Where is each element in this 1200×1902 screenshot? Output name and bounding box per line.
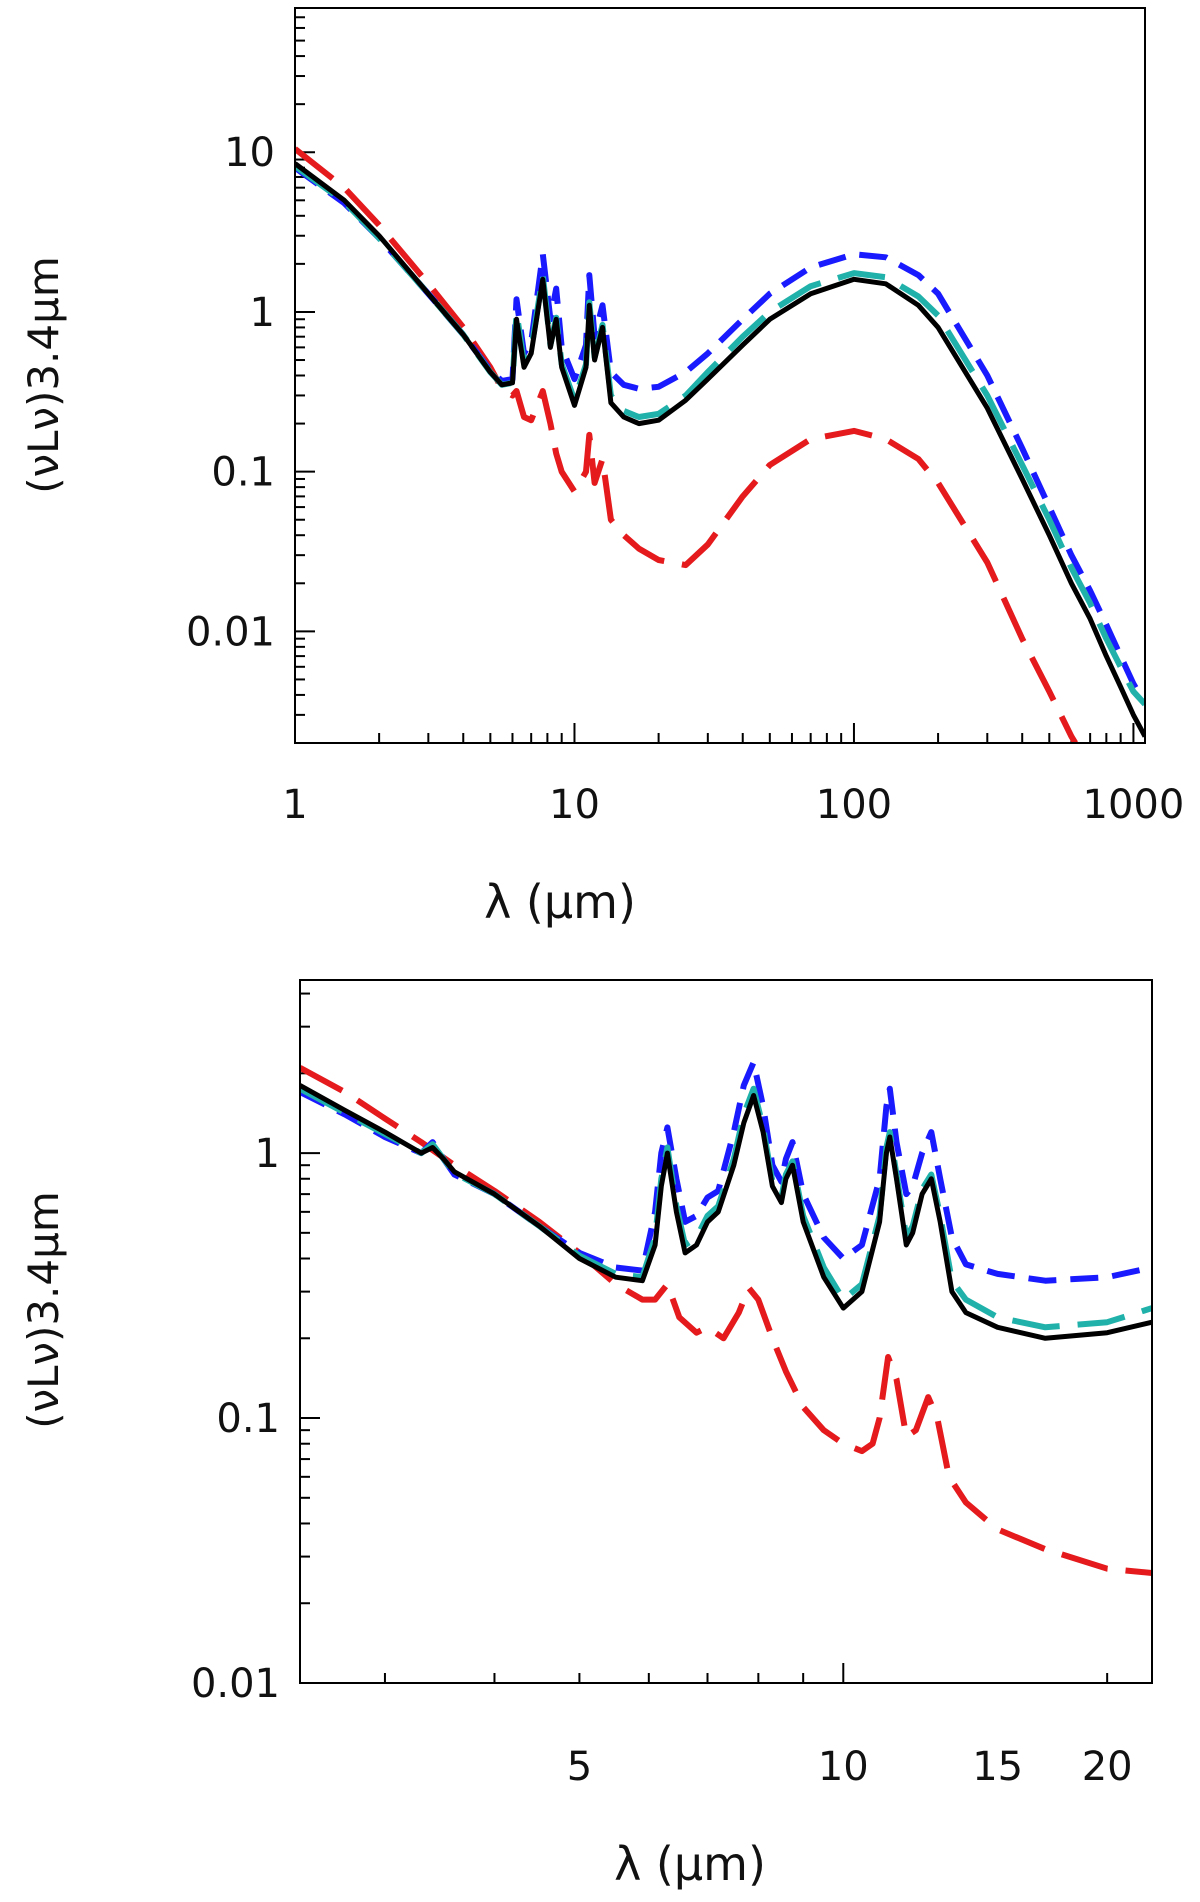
bottom-panel-y-axis-label: (νLν)3.4μm bbox=[19, 1191, 68, 1429]
bottom-panel-frame bbox=[299, 979, 1153, 1684]
bottom-panel-series bbox=[300, 1059, 1152, 1576]
top-panel-x-axis-label: λ (μm) bbox=[484, 875, 636, 929]
bottom-panel-ticks bbox=[300, 992, 1109, 1684]
x-tick-label: 1000 bbox=[1083, 782, 1185, 828]
y-tick-label: 1 bbox=[255, 1131, 280, 1177]
x-tick-label: 10 bbox=[549, 782, 600, 828]
top-panel-ticks bbox=[294, 7, 1135, 744]
bottom-panel-x-tick-labels: 5 10 15 20 bbox=[567, 1744, 1133, 1790]
bottom-panel-x-axis-label: λ (μm) bbox=[614, 1837, 766, 1891]
top-panel-series bbox=[295, 146, 1145, 743]
y-tick-label: 10 bbox=[224, 130, 275, 176]
x-tick-label: 1 bbox=[282, 782, 307, 828]
series-line-0 bbox=[300, 1083, 1152, 1341]
x-tick-label: 15 bbox=[972, 1744, 1023, 1790]
top-panel: 1 10 100 1000 0.01 0.1 1 10 λ (μm) (νLν)3.4μm bbox=[19, 7, 1184, 929]
top-panel-y-axis-label: (νLν)3.4μm bbox=[19, 256, 68, 494]
x-tick-label: 5 bbox=[567, 1744, 592, 1790]
y-tick-label: 0.1 bbox=[216, 1396, 280, 1442]
series-line-0 bbox=[295, 161, 1145, 738]
bottom-panel: 5 10 15 20 0.01 0.1 1 λ (μm) (νLν)3.4μm bbox=[19, 979, 1153, 1891]
top-panel-frame bbox=[294, 7, 1146, 744]
x-tick-label: 20 bbox=[1082, 1744, 1133, 1790]
y-tick-label: 0.1 bbox=[211, 450, 275, 496]
top-panel-y-tick-labels: 0.01 0.1 1 10 bbox=[186, 130, 275, 655]
series-line-2 bbox=[300, 1085, 1152, 1331]
top-panel-x-tick-labels: 1 10 100 1000 bbox=[282, 782, 1184, 828]
y-tick-label: 0.01 bbox=[186, 609, 275, 655]
bottom-panel-y-tick-labels: 0.01 0.1 1 bbox=[191, 1131, 280, 1707]
y-tick-label: 1 bbox=[250, 290, 275, 336]
x-tick-label: 10 bbox=[818, 1744, 869, 1790]
series-line-3 bbox=[295, 146, 1078, 743]
y-tick-label: 0.01 bbox=[191, 1661, 280, 1707]
x-tick-label: 100 bbox=[816, 782, 892, 828]
series-line-1 bbox=[300, 1059, 1152, 1284]
